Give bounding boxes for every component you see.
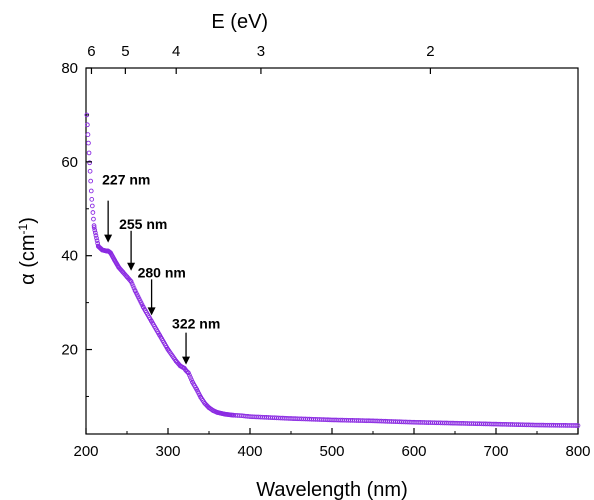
- top-tick-label: 2: [426, 43, 434, 60]
- y-tick-label: 60: [61, 154, 78, 171]
- data-point: [86, 150, 92, 156]
- y-tick-label: 40: [61, 248, 78, 265]
- y-tick-label: 80: [61, 60, 78, 77]
- x-tick-label: 600: [401, 443, 426, 460]
- y-axis-label: α (cm-1): [16, 217, 39, 285]
- annotation-arrow-head: [127, 262, 136, 271]
- annotation-arrow-head: [182, 356, 191, 365]
- data-point: [187, 372, 192, 378]
- data-point: [89, 203, 95, 209]
- data-point: [575, 423, 581, 428]
- y-axis-label-close: ): [17, 217, 39, 224]
- y-tick-label: 20: [61, 342, 78, 359]
- x-tick-label: 700: [483, 443, 508, 460]
- data-point: [88, 178, 94, 184]
- data-point: [86, 140, 91, 146]
- data-point: [90, 210, 96, 215]
- x-tick-label: 500: [319, 443, 344, 460]
- top-tick-label: 6: [87, 43, 95, 60]
- data-point: [93, 233, 99, 238]
- top-axis-label: E (eV): [211, 11, 268, 33]
- data-point: [91, 225, 97, 230]
- x-tick-label: 200: [73, 443, 98, 460]
- annotation-arrow-head: [104, 234, 113, 243]
- data-point: [127, 277, 133, 283]
- top-tick-label: 4: [172, 43, 180, 60]
- data-point: [92, 230, 98, 236]
- data-point: [128, 279, 134, 284]
- data-point: [91, 223, 97, 229]
- data-point: [94, 238, 100, 244]
- annotation-label: 255 nm: [119, 216, 167, 232]
- plot-frame: [85, 67, 579, 435]
- y-axis-label-sup: -1: [16, 223, 30, 234]
- data-point: [186, 370, 191, 376]
- x-tick-label: 300: [155, 443, 180, 460]
- x-tick-label: 800: [565, 443, 590, 460]
- top-tick-label: 5: [121, 43, 129, 60]
- data-point: [87, 168, 93, 174]
- data-point: [189, 377, 194, 383]
- data-point: [89, 197, 95, 202]
- annotation-label: 227 nm: [102, 172, 150, 188]
- data-point: [85, 132, 91, 137]
- x-axis-label: Wavelength (nm): [256, 479, 408, 500]
- data-point: [87, 160, 92, 166]
- x-tick-label: 400: [237, 443, 262, 460]
- annotation-arrow-head: [147, 307, 156, 316]
- data-point: [88, 188, 94, 194]
- data-point: [129, 281, 135, 287]
- data-point: [188, 375, 193, 380]
- y-axis-label-main: α (cm: [17, 234, 39, 284]
- data-point: [130, 283, 136, 289]
- data-point: [91, 216, 96, 222]
- annotation-label: 322 nm: [172, 316, 220, 332]
- data-point: [573, 423, 579, 428]
- data-point: [85, 122, 90, 128]
- data-point: [131, 285, 137, 291]
- data-point: [94, 235, 99, 241]
- top-tick-label: 3: [257, 43, 265, 60]
- annotation-label: 280 nm: [138, 264, 186, 280]
- data-point: [92, 227, 98, 233]
